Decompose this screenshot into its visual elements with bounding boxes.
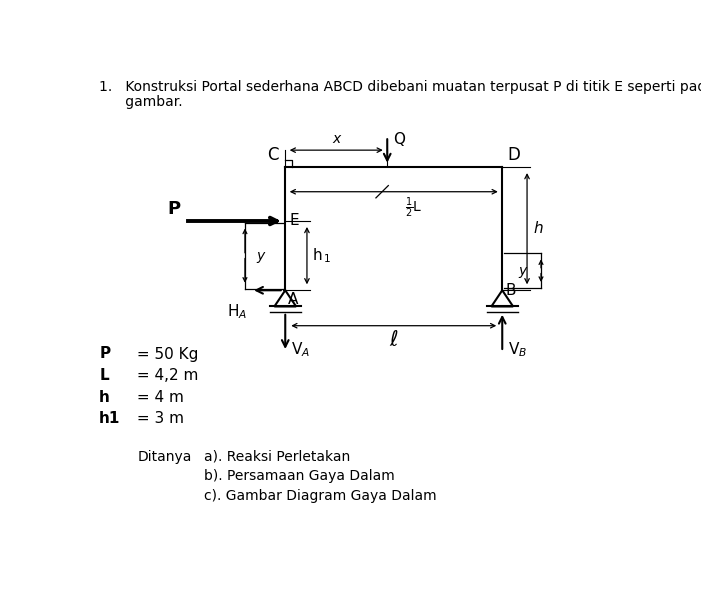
Text: h1: h1 <box>100 411 121 426</box>
Text: a). Reaksi Perletakan: a). Reaksi Perletakan <box>204 450 350 464</box>
Text: V$_A$: V$_A$ <box>291 340 310 359</box>
Text: h: h <box>100 389 110 405</box>
Text: x: x <box>332 132 341 145</box>
Text: 1.   Konstruksi Portal sederhana ABCD dibebani muatan terpusat P di titik E sepe: 1. Konstruksi Portal sederhana ABCD dibe… <box>100 80 701 94</box>
Text: = 50 Kg: = 50 Kg <box>132 346 198 362</box>
Text: A: A <box>288 292 299 307</box>
Text: = 3 m: = 3 m <box>132 411 184 426</box>
Text: H$_A$: H$_A$ <box>227 302 247 320</box>
Text: P: P <box>168 200 181 218</box>
Text: $\frac{1}{2}$L: $\frac{1}{2}$L <box>405 195 423 220</box>
Text: Ditanya: Ditanya <box>138 450 192 464</box>
Text: C: C <box>267 146 278 164</box>
Text: y: y <box>257 249 264 262</box>
Text: c). Gambar Diagram Gaya Dalam: c). Gambar Diagram Gaya Dalam <box>204 489 437 503</box>
Text: Q: Q <box>393 132 405 147</box>
Text: h: h <box>533 221 543 236</box>
Text: = 4,2 m: = 4,2 m <box>132 368 198 383</box>
Text: D: D <box>508 146 521 164</box>
Text: E: E <box>289 213 299 228</box>
Text: $\ell$: $\ell$ <box>389 330 399 351</box>
Text: h$_{\,1}$: h$_{\,1}$ <box>313 246 332 265</box>
Text: gambar.: gambar. <box>100 95 183 110</box>
Text: L: L <box>100 368 109 383</box>
Text: V$_B$: V$_B$ <box>508 340 527 359</box>
Text: = 4 m: = 4 m <box>132 389 184 405</box>
Text: P: P <box>100 346 110 362</box>
Text: B: B <box>505 283 516 298</box>
Text: y: y <box>518 264 526 278</box>
Text: b). Persamaan Gaya Dalam: b). Persamaan Gaya Dalam <box>204 469 395 484</box>
